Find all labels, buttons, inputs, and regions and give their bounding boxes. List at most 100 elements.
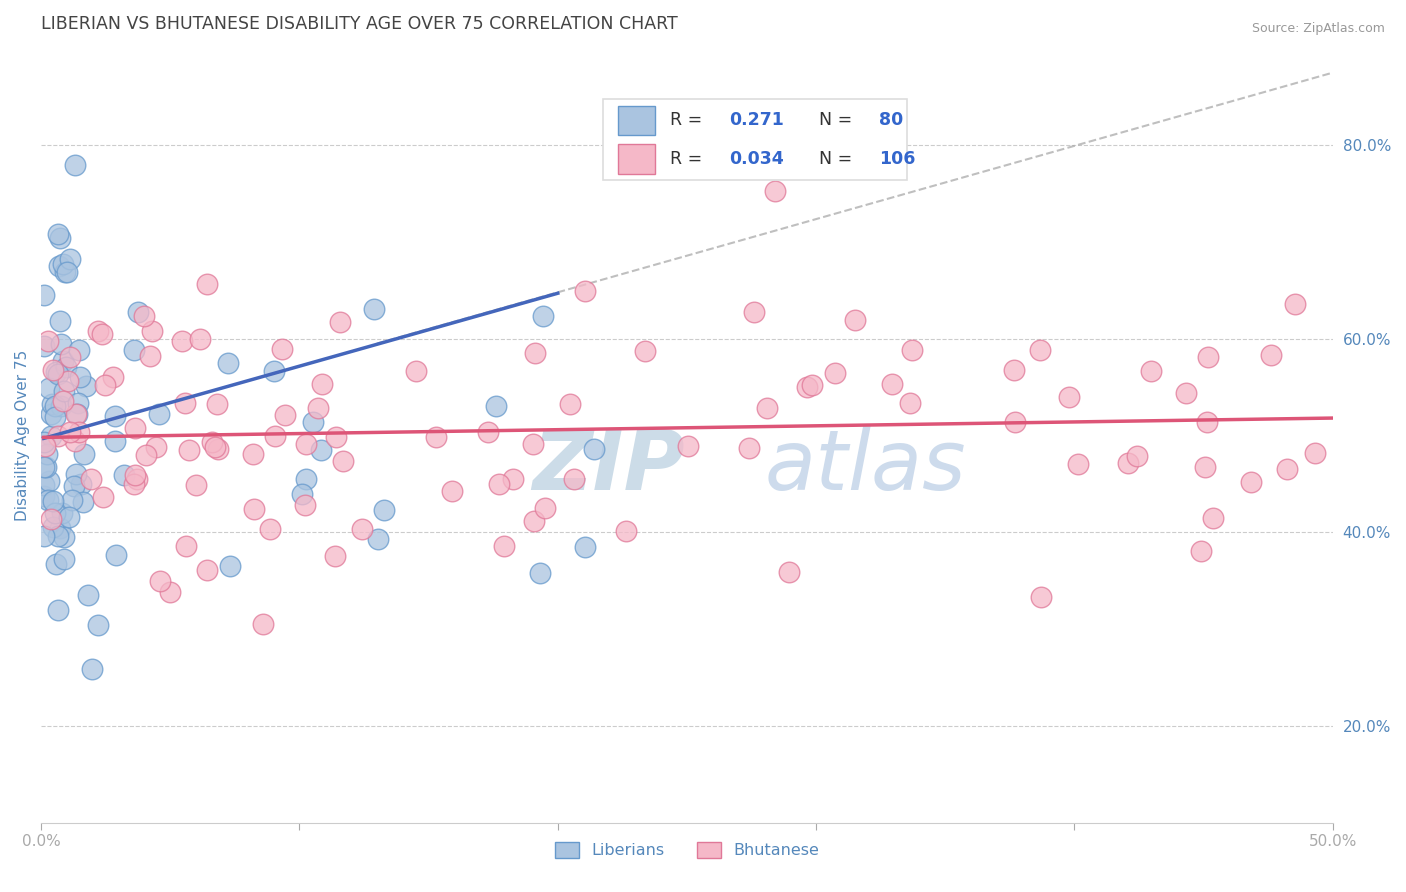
Point <box>39 408 62 422</box>
Point <box>46 368 69 382</box>
Point <box>574 284 596 298</box>
Y-axis label: Disability Age Over 75: Disability Age Over 75 <box>15 350 30 521</box>
Point <box>1275 462 1298 476</box>
Point <box>124 467 146 482</box>
Point <box>63 479 86 493</box>
Point <box>737 442 759 456</box>
Point <box>32 477 55 491</box>
Point <box>45 557 67 571</box>
Point <box>65 467 87 481</box>
Point <box>263 364 285 378</box>
Point <box>329 315 352 329</box>
Point <box>76 378 98 392</box>
Point <box>801 378 824 392</box>
Point <box>560 397 582 411</box>
Point <box>1057 390 1080 404</box>
Point <box>1189 543 1212 558</box>
Point <box>1197 351 1219 365</box>
Point <box>94 377 117 392</box>
Point <box>37 447 59 461</box>
Point <box>91 491 114 505</box>
Point <box>219 558 242 573</box>
Text: N =: N = <box>818 112 852 129</box>
Point <box>44 506 66 520</box>
Point <box>37 492 59 507</box>
Point <box>45 366 67 380</box>
Point <box>295 472 318 486</box>
Point <box>42 520 65 534</box>
Point <box>80 472 103 486</box>
Point <box>325 430 347 444</box>
Point <box>65 407 87 421</box>
Text: ZIP: ZIP <box>531 426 685 507</box>
Bar <box>619 145 655 174</box>
Legend: Liberians, Bhutanese: Liberians, Bhutanese <box>548 836 825 865</box>
Point <box>52 394 75 409</box>
Point <box>51 400 73 414</box>
Point <box>46 529 69 543</box>
Point <box>755 401 778 416</box>
Text: Source: ZipAtlas.com: Source: ZipAtlas.com <box>1251 22 1385 36</box>
Point <box>37 334 59 348</box>
Point <box>65 159 87 173</box>
Point <box>1116 456 1139 470</box>
Point <box>145 440 167 454</box>
Point <box>1067 458 1090 472</box>
Point <box>52 257 75 271</box>
Point <box>1029 343 1052 357</box>
Point <box>32 434 55 449</box>
Point <box>60 492 83 507</box>
Point <box>291 487 314 501</box>
Point <box>77 588 100 602</box>
Point <box>1303 446 1326 460</box>
Point <box>195 563 218 577</box>
Point <box>66 407 89 421</box>
Text: 0.034: 0.034 <box>730 150 785 168</box>
Point <box>32 460 55 475</box>
Point <box>562 472 585 486</box>
Point <box>135 448 157 462</box>
Point <box>87 324 110 338</box>
Point <box>201 435 224 450</box>
Text: N =: N = <box>818 150 852 168</box>
Point <box>125 472 148 486</box>
Text: R =: R = <box>671 112 703 129</box>
Point <box>880 376 903 391</box>
Point <box>34 439 56 453</box>
Point <box>112 467 135 482</box>
Point <box>271 343 294 357</box>
Point <box>252 616 274 631</box>
Point <box>363 302 385 317</box>
Text: 106: 106 <box>879 150 915 168</box>
Point <box>49 314 72 328</box>
Point <box>184 478 207 492</box>
Point <box>323 549 346 564</box>
Point <box>149 574 172 588</box>
Point <box>1029 590 1052 604</box>
Point <box>104 434 127 448</box>
Point <box>307 401 329 415</box>
Point <box>207 442 229 456</box>
Point <box>46 227 69 242</box>
Point <box>844 313 866 327</box>
Point <box>583 442 606 457</box>
Point <box>49 231 72 245</box>
Point <box>49 521 72 535</box>
Point <box>263 428 285 442</box>
Point <box>172 334 194 348</box>
Point <box>531 309 554 323</box>
Point <box>59 350 82 364</box>
Point <box>53 552 76 566</box>
Point <box>477 425 499 439</box>
Point <box>524 346 547 360</box>
Point <box>132 309 155 323</box>
Point <box>51 506 73 520</box>
Point <box>159 584 181 599</box>
Point <box>534 501 557 516</box>
Point <box>67 396 90 410</box>
Point <box>1194 459 1216 474</box>
Point <box>38 380 60 394</box>
Point <box>148 407 170 421</box>
Point <box>332 454 354 468</box>
Point <box>67 343 90 358</box>
